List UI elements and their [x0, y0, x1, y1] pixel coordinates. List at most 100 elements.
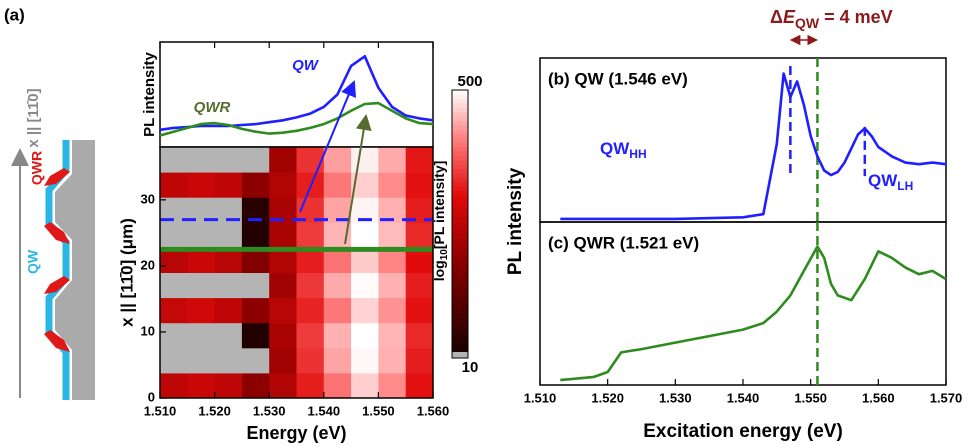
qwr-label: QWR — [29, 151, 45, 185]
colorbar-swatch — [452, 129, 468, 135]
colorbar-swatch — [452, 146, 468, 152]
colorbar-swatch — [452, 98, 468, 104]
heat-cell — [241, 272, 270, 299]
peak-label-main: QW — [868, 171, 898, 190]
colorbar-swatch — [452, 221, 468, 226]
series-line — [159, 55, 434, 132]
heat-cell — [405, 347, 434, 374]
qw-label: QW — [25, 249, 41, 274]
colorbar-swatch — [452, 325, 468, 331]
colorbar-swatch — [452, 242, 468, 248]
colorbar-swatch — [452, 295, 468, 300]
colorbar-swatch — [452, 190, 468, 196]
heat-cell — [405, 372, 434, 399]
heat-cell — [378, 222, 407, 248]
colorbar-swatch — [452, 264, 468, 270]
colorbar-swatch — [452, 269, 468, 274]
connector-arrow — [344, 114, 372, 245]
colorbar-swatch — [452, 168, 468, 174]
colorbar-swatch — [452, 199, 468, 204]
colorbar-swatch — [452, 312, 468, 318]
heat-cell — [323, 297, 352, 324]
panel-title: (c) QWR (1.521 eV) — [548, 233, 699, 252]
colorbar-swatch — [452, 107, 468, 113]
colorbar-swatch — [452, 111, 468, 117]
heat-cell — [323, 322, 352, 349]
heat-cell — [378, 297, 407, 324]
colorbar-swatch — [452, 164, 468, 169]
schematic: x || [11̄0] QWR QW — [10, 88, 95, 400]
heat-cell — [405, 147, 434, 173]
colorbar-frame — [451, 89, 469, 359]
x-tick-label: 1.510 — [144, 403, 177, 418]
heat-cell — [351, 222, 379, 248]
heat-cell — [214, 372, 243, 399]
colorbar-swatch — [452, 133, 468, 139]
colorbar-swatch — [452, 277, 468, 283]
heat-cell — [241, 372, 270, 399]
schematic-axis-label: x || [11̄0] — [25, 88, 42, 147]
heat-cell — [323, 372, 352, 399]
y-tick-label: 20 — [141, 257, 155, 272]
colorbar-label-sub: 10 — [439, 249, 450, 261]
heat-cell — [296, 297, 325, 324]
heat-cell — [241, 347, 270, 374]
colorbar-swatch — [452, 247, 468, 252]
heat-cell — [405, 272, 434, 299]
heat-cell — [214, 147, 243, 173]
colorbar-swatch — [452, 238, 468, 244]
heat-cell — [187, 297, 216, 324]
heat-cell — [296, 372, 325, 399]
connector-arrow — [299, 80, 357, 213]
colorbar-label-rest: [PL intensity] — [431, 161, 447, 249]
colorbar-swatch — [452, 338, 468, 344]
colorbar-swatch — [452, 225, 468, 231]
x-tick-label: 1.560 — [417, 403, 450, 418]
colorbar-swatch — [452, 352, 468, 358]
heat-cell — [269, 172, 297, 198]
heat-cell — [351, 322, 379, 349]
x-tick-label: 1.570 — [930, 390, 963, 405]
heat-cell — [378, 147, 407, 173]
colorbar-swatch — [452, 273, 468, 279]
colorbar-swatch — [452, 303, 468, 309]
x-tick-label: 1.510 — [524, 390, 557, 405]
heat-cell — [323, 147, 352, 173]
colorbar-swatch — [452, 216, 468, 222]
colorbar-swatch — [452, 159, 468, 165]
heat-cell — [160, 297, 188, 324]
colorbar-swatch — [452, 155, 468, 161]
delta-label: ΔEQW = 4 meV — [770, 7, 893, 31]
colorbar-swatch — [452, 343, 468, 349]
qwr-wire — [44, 222, 70, 244]
colorbar-tick-label: 500 — [457, 73, 482, 90]
colorbar-swatch — [452, 203, 468, 209]
heat-cell — [378, 347, 407, 374]
colorbar-swatch — [452, 120, 468, 126]
panel-title: (b) QW (1.546 eV) — [548, 69, 688, 88]
y-axis-label: PL intensity — [505, 167, 526, 275]
colorbar-swatch — [452, 177, 468, 183]
x-tick-label: 1.530 — [253, 403, 286, 418]
heat-cell — [187, 172, 216, 198]
heat-cell — [378, 272, 407, 299]
colorbar-swatch — [452, 308, 468, 314]
series-line — [560, 245, 947, 382]
heat-cell — [187, 372, 216, 399]
heat-cell — [269, 147, 297, 173]
heat-cell — [214, 347, 243, 374]
heat-cell — [187, 147, 216, 173]
x-tick-label: 1.540 — [727, 390, 760, 405]
colorbar-swatch — [452, 212, 468, 218]
heat-cell — [214, 297, 243, 324]
heat-cell — [241, 147, 270, 173]
x-tick-label: 1.550 — [362, 403, 395, 418]
colorbar-swatch — [452, 186, 468, 191]
heat-cell — [214, 222, 243, 248]
heat-cell — [160, 222, 188, 248]
heat-cell — [351, 147, 379, 173]
series-line — [159, 101, 434, 137]
peak-label-main: QW — [600, 139, 630, 158]
colorbar-swatch — [452, 138, 468, 143]
